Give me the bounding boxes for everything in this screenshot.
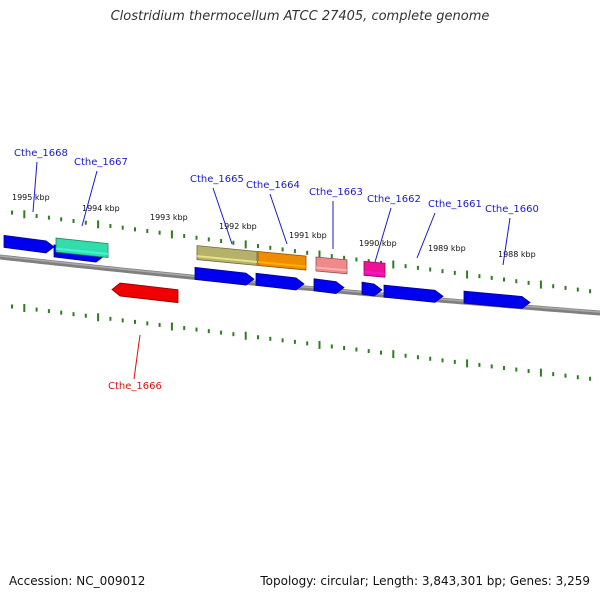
gene-box-cthe_1663 [315,256,348,275]
cds-arrow-4 [313,278,345,295]
kbp-label-2: 1993 kbp [150,213,188,222]
gene-label-cthe_1660: Cthe_1660 [485,204,539,215]
kbp-label-0: 1995 kbp [12,193,50,202]
gene-box-cthe_1662-shine [363,270,386,275]
cds-arrow-7-shine [463,294,523,302]
cds-arrow-5 [361,281,383,297]
cds-arrow-0-shine [3,238,47,246]
cds-arrow-4-shine [313,282,337,287]
tick-track-bottom [11,304,592,381]
leader-line-cthe_1667 [81,170,98,227]
gene-label-cthe_1665: Cthe_1665 [190,174,244,185]
gene-label-cthe_1668: Cthe_1668 [14,148,68,159]
kbp-label-1: 1994 kbp [82,204,120,213]
cds-feature-group [3,234,531,309]
gene-label-cthe_1663: Cthe_1663 [309,187,363,198]
cds-arrow-3-shine [255,276,297,283]
gene-label-cthe_1667: Cthe_1667 [74,157,128,168]
gene-label-cthe_1664: Cthe_1664 [246,180,300,191]
gene-box-cthe_1662 [363,260,386,278]
gene-box-cthe_1664-shine [257,261,307,268]
gene-box-cthe_1663-shine [315,266,348,272]
gene-box-cthe_1666-shine [119,286,179,295]
leader-line-cthe_1664 [269,193,288,245]
kbp-label-5: 1990 kbp [359,239,397,248]
gene-box-cthe_1665 [196,245,258,266]
cds-arrow-6 [383,284,444,303]
leader-line-cthe_1665 [212,187,233,245]
gene-box-cthe_1667-shine [55,247,109,256]
gene-label-cthe_1661: Cthe_1661 [428,199,482,210]
tick-track-top [11,210,592,294]
topology-summary-text: Topology: circular; Length: 3,843,301 bp… [260,574,590,588]
leader-line-cthe_1661 [416,212,436,259]
genome-title: Clostridium thermocellum ATCC 27405, com… [110,9,490,24]
leader-line-cthe_1662 [374,207,392,263]
accession-text: Accession: NC_009012 [9,574,146,588]
kbp-label-4: 1991 kbp [289,231,327,240]
cds-arrow-2-shine [194,270,247,279]
kbp-label-6: 1989 kbp [428,244,466,253]
gene-label-cthe_1662: Cthe_1662 [367,194,421,205]
cds-arrow-3 [255,272,305,291]
kbp-label-group: 1995 kbp 1994 kbp 1993 kbp 1992 kbp 1991 kbp… [12,193,536,259]
gene-box-cthe_1664 [257,251,307,271]
kbp-label-7: 1988 kbp [498,250,536,259]
cds-arrow-6-shine [383,288,436,296]
cds-arrow-0 [3,234,55,254]
gene-label-cthe_1666: Cthe_1666 [108,381,162,392]
cds-arrow-7 [463,290,531,309]
leader-line-cthe_1668 [32,161,38,213]
cds-arrow-5-shine [361,285,375,289]
kbp-label-3: 1992 kbp [219,222,257,231]
gene-feature-group [55,237,386,304]
leader-line-cthe_1666 [133,334,141,380]
gene-box-cthe_1665-shine [196,255,258,263]
gene-label-group: Cthe_1668Cthe_1667Cthe_1666Cthe_1665Cthe… [14,148,539,392]
leader-line-cthe_1660 [502,217,511,266]
cds-arrow-2 [194,266,255,286]
